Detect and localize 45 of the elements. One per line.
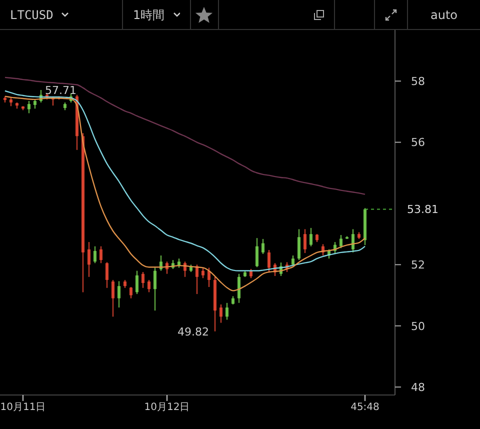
candlestick (195, 264, 198, 295)
candlestick (135, 270, 138, 295)
candlestick (352, 228, 354, 253)
y-tick-label: 52 (411, 258, 425, 272)
candlestick (99, 246, 102, 264)
text: 1時間 (123, 0, 191, 30)
candlestick (201, 267, 204, 279)
candlestick (339, 234, 342, 249)
candlestick (255, 238, 258, 268)
candlestick (159, 254, 162, 272)
candlestick (237, 273, 240, 304)
candlestick (177, 258, 180, 268)
candlestick (33, 98, 36, 110)
candlestick (297, 228, 300, 261)
y-tick-label: 56 (411, 136, 425, 150)
chart-title: LTCUSD (0, 0, 123, 30)
candlestick (87, 242, 90, 278)
annotation: 57.71 (44, 84, 76, 97)
candlestick (27, 100, 30, 114)
x-tick-label: 10月11日 (0, 402, 46, 414)
candlestick (219, 304, 222, 324)
candlestick (105, 262, 108, 288)
candlestick (147, 279, 150, 293)
text: auto (429, 7, 458, 24)
candlestick (9, 96, 12, 107)
x-tick-label: 45:48 (350, 402, 380, 414)
annotation: 49.82 (177, 325, 209, 338)
line-series (4, 76, 366, 195)
candlestick (309, 227, 312, 247)
ref-line-label: 53.81 (407, 203, 438, 216)
candlestick (93, 246, 96, 264)
candlestick (207, 267, 210, 288)
y-tick-label: 50 (411, 320, 425, 333)
candlestick (153, 267, 156, 312)
x-tick-label: 10月12日 (144, 402, 190, 414)
candlestick (111, 279, 114, 318)
candlestick (141, 272, 144, 288)
y-tick-label: 48 (411, 380, 425, 394)
candlestick (261, 238, 264, 254)
candlestick (129, 286, 132, 299)
candlestick (117, 280, 120, 308)
candlestick (303, 228, 306, 254)
y-tick-label: 58 (411, 75, 425, 88)
candlestick (267, 249, 270, 273)
candlestick (225, 302, 228, 320)
